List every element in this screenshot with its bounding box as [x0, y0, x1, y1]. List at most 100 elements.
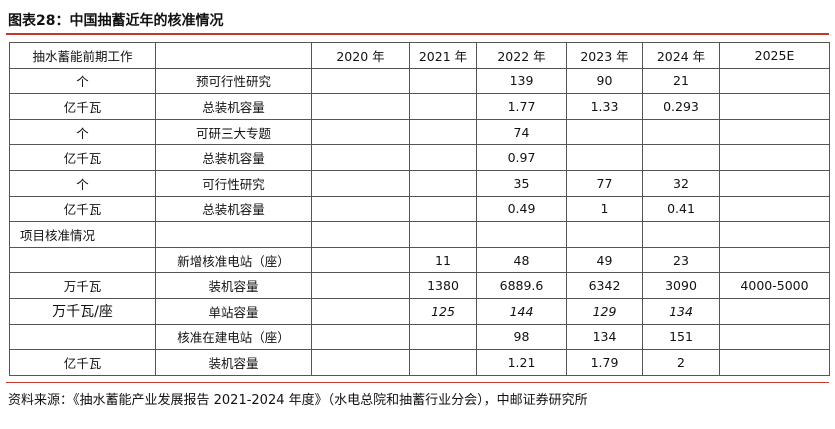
value-cell	[311, 349, 410, 376]
value-cell: 90	[566, 67, 643, 95]
unit-cell: 个	[9, 169, 156, 197]
value-cell: 0.49	[476, 195, 567, 223]
value-cell: 32	[642, 169, 720, 197]
value-cell: 23	[642, 246, 720, 274]
value-cell	[719, 144, 830, 171]
item-cell: 装机容量	[155, 272, 312, 299]
table-row: 个 可行性研究 35 77 32	[9, 169, 830, 197]
item-cell: 单站容量	[155, 297, 312, 325]
value-cell: 1380	[409, 272, 477, 299]
table-row: 核准在建电站（座） 98 134 151	[9, 323, 830, 351]
table-row: 个 可研三大专题 74	[9, 118, 830, 146]
figure-title: 图表28：中国抽蓄近年的核准情况	[8, 13, 224, 29]
value-cell	[476, 221, 567, 248]
item-cell: 核准在建电站（座）	[155, 323, 312, 351]
item-cell: 总装机容量	[155, 195, 312, 223]
value-cell: 74	[476, 118, 567, 146]
unit-cell: 个	[9, 118, 156, 146]
value-cell: 1.21	[476, 349, 567, 376]
value-cell: 0.97	[476, 144, 567, 171]
value-cell	[311, 67, 410, 95]
value-cell: 4000-5000	[719, 272, 830, 299]
value-cell	[311, 195, 410, 223]
value-cell	[409, 169, 477, 197]
value-cell	[311, 169, 410, 197]
item-cell: 装机容量	[155, 349, 312, 376]
value-cell	[311, 93, 410, 120]
unit-cell: 个	[9, 67, 156, 95]
value-cell: 1.79	[566, 349, 643, 376]
table-row: 亿千瓦 装机容量 1.21 1.79 2	[9, 349, 830, 376]
table-row: 亿千瓦 总装机容量 0.49 1 0.41	[9, 195, 830, 223]
value-cell	[719, 67, 830, 95]
approval-table: 抽水蓄能前期工作 2020 年 2021 年 2022 年 2023 年 202…	[9, 42, 830, 376]
value-cell: 21	[642, 67, 720, 95]
value-cell: 1.33	[566, 93, 643, 120]
value-cell	[311, 144, 410, 171]
table-row: 新增核准电站（座） 11 48 49 23	[9, 246, 830, 274]
value-cell	[719, 118, 830, 146]
value-cell: 11	[409, 246, 477, 274]
value-cell	[719, 323, 830, 351]
value-cell: 49	[566, 246, 643, 274]
value-cell: 35	[476, 169, 567, 197]
value-cell: 134	[566, 323, 643, 351]
value-cell: 77	[566, 169, 643, 197]
value-cell	[409, 67, 477, 95]
unit-cell: 亿千瓦	[9, 93, 156, 120]
value-cell	[719, 195, 830, 223]
item-cell: 总装机容量	[155, 144, 312, 171]
table-row: 万千瓦 装机容量 1380 6889.6 6342 3090 4000-5000	[9, 272, 830, 299]
value-cell	[311, 297, 410, 325]
value-cell: 1.77	[476, 93, 567, 120]
value-cell: 1	[566, 195, 643, 223]
value-cell: 151	[642, 323, 720, 351]
value-cell	[409, 221, 477, 248]
value-cell: 0.41	[642, 195, 720, 223]
header-cell-2021: 2021 年	[409, 42, 477, 69]
value-cell	[409, 144, 477, 171]
value-cell	[311, 246, 410, 274]
value-cell: 6342	[566, 272, 643, 299]
item-cell: 可研三大专题	[155, 118, 312, 146]
value-cell: 0.293	[642, 93, 720, 120]
unit-cell: 万千瓦	[9, 272, 156, 299]
value-cell	[642, 144, 720, 171]
value-cell	[719, 246, 830, 274]
table-row: 个 预可行性研究 139 90 21	[9, 67, 830, 95]
header-cell-2020: 2020 年	[311, 42, 410, 69]
value-cell	[311, 323, 410, 351]
unit-cell	[9, 323, 156, 351]
value-cell	[311, 272, 410, 299]
item-cell: 总装机容量	[155, 93, 312, 120]
value-cell	[566, 221, 643, 248]
table-row: 亿千瓦 总装机容量 1.77 1.33 0.293	[9, 93, 830, 120]
unit-cell: 亿千瓦	[9, 144, 156, 171]
header-cell-2022: 2022 年	[476, 42, 567, 69]
value-cell	[642, 118, 720, 146]
value-cell: 48	[476, 246, 567, 274]
value-cell: 129	[566, 297, 643, 325]
header-cell-category: 抽水蓄能前期工作	[9, 42, 156, 69]
item-cell: 可行性研究	[155, 169, 312, 197]
value-cell	[409, 323, 477, 351]
item-cell	[155, 221, 312, 248]
value-cell: 144	[476, 297, 567, 325]
unit-cell: 亿千瓦	[9, 349, 156, 376]
value-cell	[566, 144, 643, 171]
value-cell: 3090	[642, 272, 720, 299]
header-cell-2023: 2023 年	[566, 42, 643, 69]
value-cell	[719, 297, 830, 325]
value-cell: 6889.6	[476, 272, 567, 299]
value-cell: 98	[476, 323, 567, 351]
header-cell-2025e: 2025E	[719, 42, 830, 69]
header-cell-2024: 2024 年	[642, 42, 720, 69]
unit-cell: 万千瓦/座	[9, 297, 156, 325]
value-cell	[566, 118, 643, 146]
value-cell	[409, 93, 477, 120]
value-cell	[409, 349, 477, 376]
value-cell	[642, 221, 720, 248]
bottom-divider	[6, 382, 829, 383]
unit-cell	[9, 246, 156, 274]
value-cell	[409, 118, 477, 146]
